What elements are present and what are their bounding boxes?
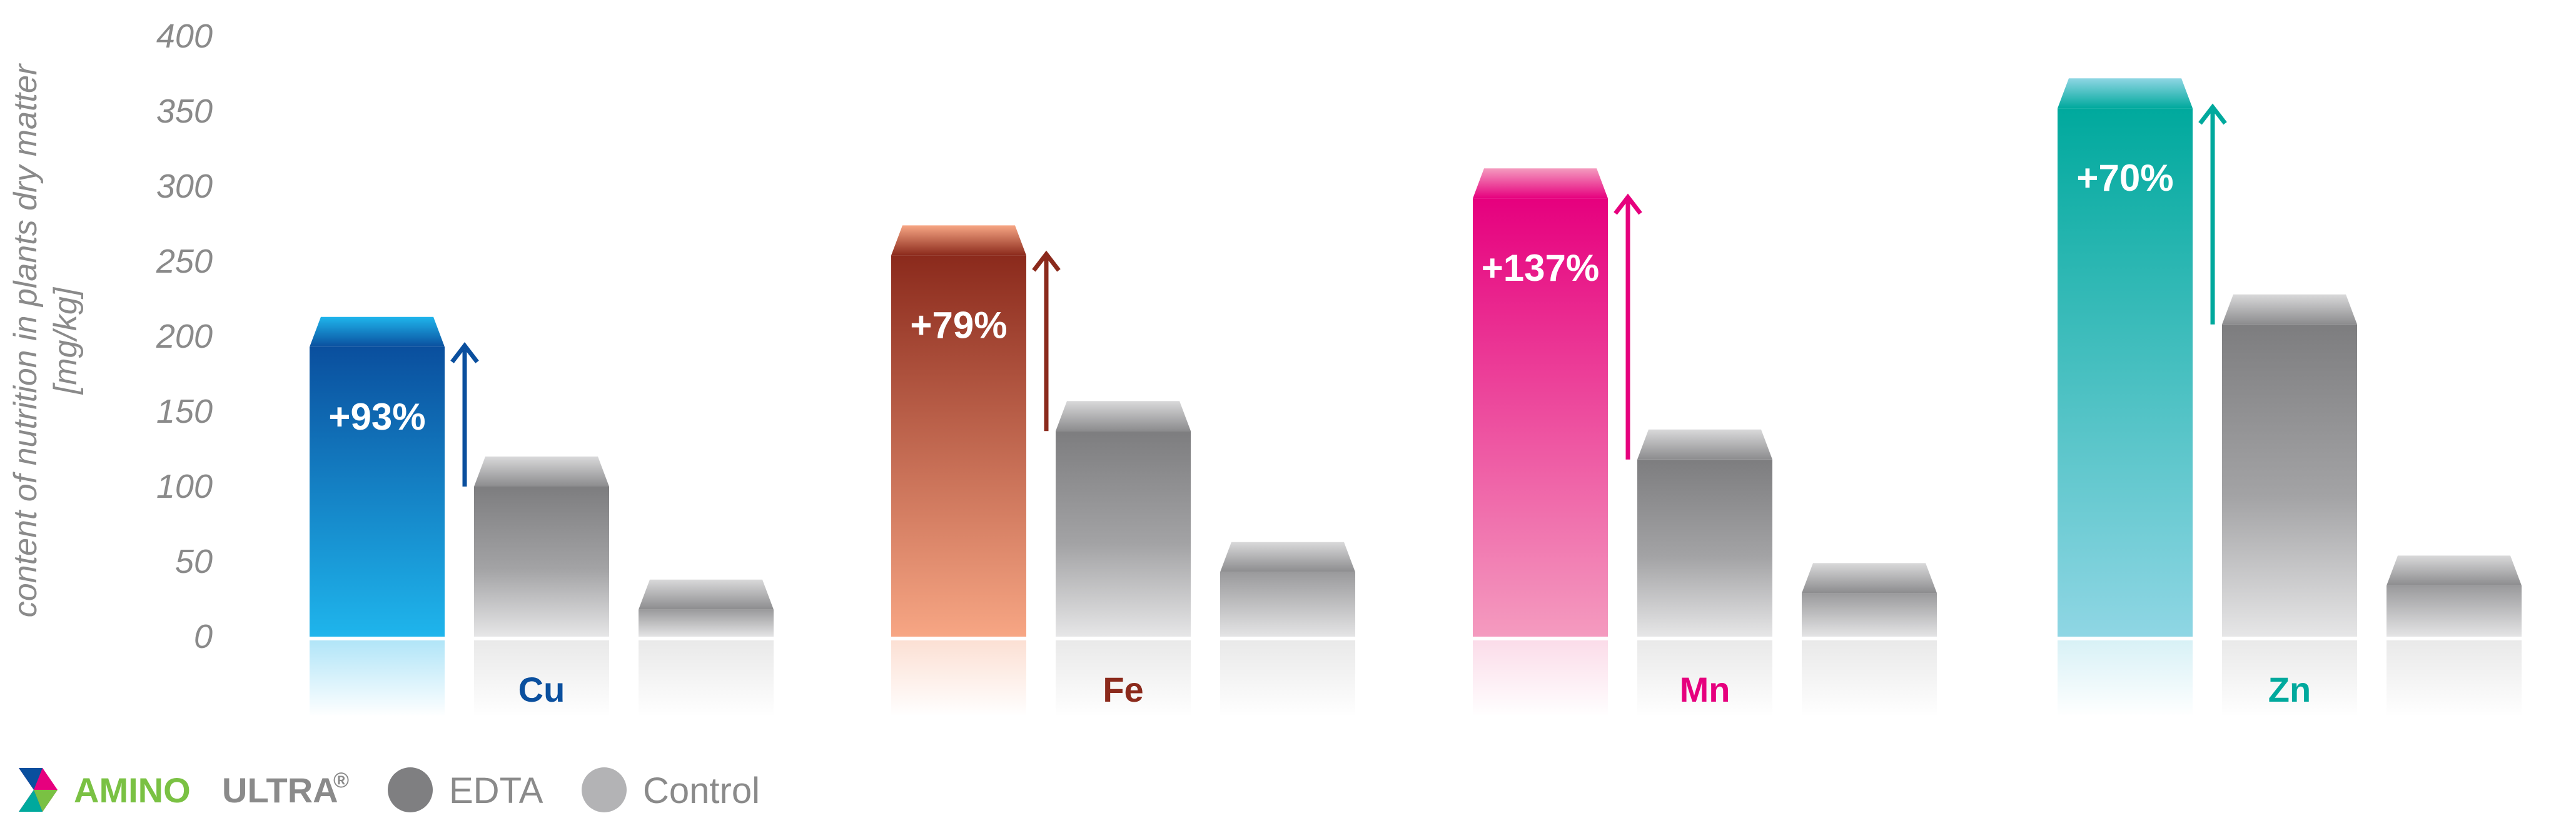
y-tick-label: 0 bbox=[194, 618, 213, 655]
bar-zn-amino-ultra bbox=[2058, 78, 2193, 637]
bar-reflection bbox=[891, 640, 1027, 717]
amino-ultra-logo-icon bbox=[19, 768, 58, 812]
y-tick-label: 350 bbox=[156, 93, 213, 130]
y-tick-label: 200 bbox=[156, 318, 213, 355]
bar-reflection bbox=[473, 640, 610, 717]
y-axis-ticks: 0 50 100 150 200 250 300 350 400 bbox=[156, 18, 213, 655]
legend-edta-label: EDTA bbox=[449, 770, 543, 811]
bar-cu-amino-ultra bbox=[310, 316, 445, 637]
bar-fe-edta bbox=[1056, 401, 1191, 637]
bar-reflection bbox=[1055, 640, 1191, 717]
category-label-mn: Mn bbox=[1680, 670, 1730, 709]
increase-label-fe: +79% bbox=[910, 304, 1007, 346]
bar-zn-control bbox=[2387, 555, 2522, 637]
category-label-zn: Zn bbox=[2268, 670, 2311, 709]
legend-brand-ultra: ULTRA bbox=[222, 770, 338, 810]
bars bbox=[310, 78, 2522, 637]
bar-reflection bbox=[1220, 640, 1356, 717]
y-tick-label: 100 bbox=[156, 468, 213, 505]
category-labels: Cu Fe Mn Zn bbox=[518, 670, 2311, 709]
bar-reflection bbox=[2386, 640, 2522, 717]
legend-control-swatch bbox=[582, 767, 627, 812]
category-label-fe: Fe bbox=[1103, 670, 1143, 709]
increase-arrow-mn bbox=[1614, 193, 1642, 460]
y-tick-label: 400 bbox=[156, 18, 213, 55]
y-tick-label: 150 bbox=[156, 393, 213, 430]
bar-reflection bbox=[309, 640, 445, 717]
increase-arrows: +93% +79% +137% +70% bbox=[328, 103, 2227, 487]
increase-arrow-zn bbox=[2198, 103, 2227, 325]
y-tick-label: 50 bbox=[175, 543, 213, 580]
y-tick-label: 300 bbox=[156, 168, 213, 205]
bar-mn-edta bbox=[1637, 429, 1772, 637]
legend: AMINO ULTRA® EDTA Control bbox=[19, 767, 760, 812]
increase-label-mn: +137% bbox=[1482, 247, 1600, 289]
bar-zn-edta bbox=[2222, 294, 2357, 637]
increase-label-zn: +70% bbox=[2076, 157, 2173, 199]
bar-fe-control bbox=[1220, 542, 1355, 637]
increase-arrow-cu bbox=[450, 342, 479, 487]
y-axis-label-line1: content of nutrition in plants dry matte… bbox=[8, 63, 44, 617]
bar-fe-amino-ultra bbox=[891, 225, 1026, 637]
legend-brand-amino: AMINO bbox=[74, 770, 191, 810]
bar-cu-edta bbox=[474, 457, 609, 637]
bar-reflection bbox=[2221, 640, 2358, 717]
bar-cu-control bbox=[639, 579, 774, 637]
increase-arrow-fe bbox=[1032, 250, 1061, 432]
category-label-cu: Cu bbox=[518, 670, 565, 709]
bar-mn-amino-ultra bbox=[1473, 168, 1608, 637]
bar-reflection bbox=[2057, 640, 2193, 717]
legend-brand-registered-mark: ® bbox=[333, 769, 349, 792]
y-tick-label: 250 bbox=[156, 243, 213, 280]
y-axis-label: content of nutrition in plants dry matte… bbox=[8, 63, 84, 617]
bar-reflection bbox=[1637, 640, 1773, 717]
legend-control-label: Control bbox=[643, 770, 760, 811]
bar-reflection bbox=[1472, 640, 1609, 717]
bar-reflection bbox=[1801, 640, 1937, 717]
increase-label-cu: +93% bbox=[328, 396, 425, 438]
legend-edta-swatch bbox=[388, 767, 433, 812]
bar-reflections bbox=[309, 640, 2522, 717]
bar-reflection bbox=[638, 640, 774, 717]
y-axis-label-line2: [mg/kg] bbox=[48, 286, 84, 395]
bar-mn-control bbox=[1802, 563, 1937, 637]
